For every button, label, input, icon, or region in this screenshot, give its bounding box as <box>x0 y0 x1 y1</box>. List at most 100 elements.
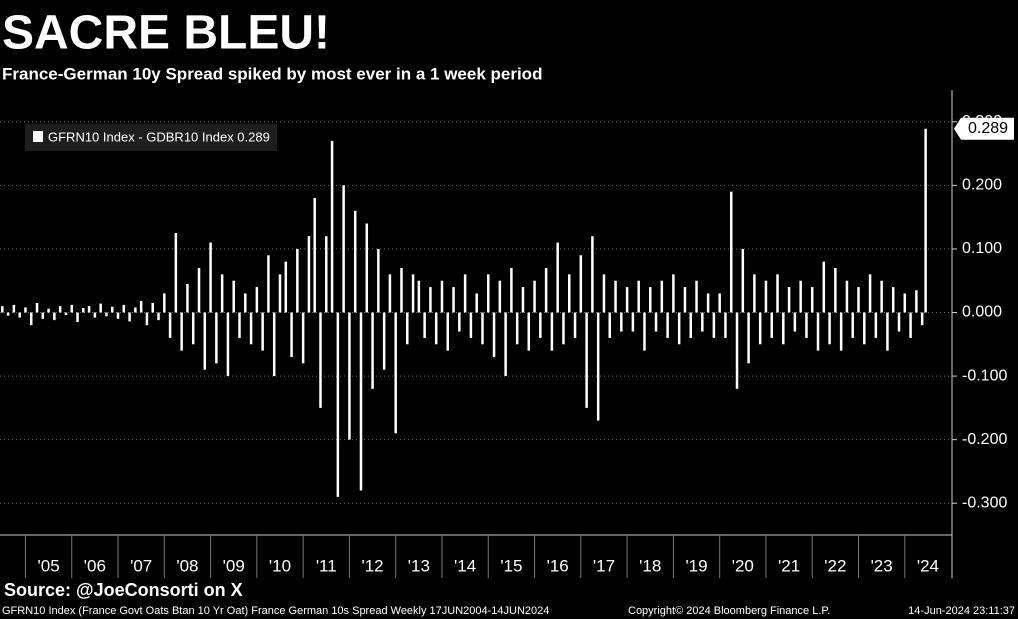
bar <box>157 312 160 321</box>
bar <box>134 307 137 313</box>
bar <box>301 312 305 364</box>
bar <box>180 312 183 351</box>
bar <box>203 312 207 370</box>
bar <box>620 312 623 332</box>
bar <box>220 274 224 313</box>
bar <box>857 287 860 313</box>
bar <box>770 312 773 338</box>
bar <box>319 312 322 408</box>
bar <box>666 312 669 338</box>
bar <box>278 274 282 313</box>
bar <box>261 312 264 351</box>
bar <box>799 280 802 313</box>
bar <box>382 312 386 370</box>
bar <box>197 268 201 313</box>
bar <box>145 312 149 326</box>
bar <box>625 287 629 313</box>
bar <box>41 312 45 319</box>
chart-title: SACRE BLEU! <box>2 7 330 60</box>
bar <box>741 248 745 313</box>
bar <box>163 293 166 313</box>
bar <box>562 312 565 345</box>
bar <box>660 280 664 313</box>
bar <box>215 312 218 364</box>
bar <box>515 312 519 345</box>
bar <box>550 312 554 351</box>
bar <box>35 302 39 313</box>
bar <box>475 293 478 313</box>
bar <box>272 312 276 377</box>
bar <box>764 280 768 313</box>
bar <box>539 312 542 338</box>
bar <box>579 255 583 313</box>
bar <box>654 312 658 332</box>
bar <box>544 268 548 313</box>
bar <box>527 312 531 351</box>
bar <box>487 274 490 313</box>
bar <box>729 191 733 313</box>
bar <box>400 268 403 313</box>
bar <box>683 287 687 313</box>
bar <box>782 312 785 345</box>
bar <box>469 312 473 338</box>
bar <box>116 312 120 319</box>
y-tick-label: -0.100 <box>962 367 1007 384</box>
bar <box>434 312 438 345</box>
bar <box>99 303 102 313</box>
bar <box>191 312 195 345</box>
x-tick-label: '15 <box>500 556 522 575</box>
x-tick-label: '12 <box>361 556 383 575</box>
x-tick-label: '21 <box>778 556 800 575</box>
x-tick-label: '20 <box>732 556 754 575</box>
y-tick-label: 0.200 <box>962 177 1002 194</box>
bar <box>139 301 143 313</box>
bar <box>521 287 525 313</box>
bar <box>839 312 843 351</box>
bar <box>648 287 652 313</box>
bar <box>446 312 450 351</box>
bar <box>64 312 68 316</box>
footnote: GFRN10 Index (France Govt Oats Btan 10 Y… <box>2 605 549 617</box>
bar <box>313 198 316 313</box>
bar <box>423 312 426 338</box>
source: Source: @JoeConsorti on X <box>4 580 243 600</box>
bar <box>93 312 97 318</box>
bar <box>238 312 241 338</box>
bar <box>174 233 178 313</box>
bar <box>724 312 727 338</box>
bar <box>706 293 710 313</box>
y-tick-label: 0.000 <box>962 304 1002 321</box>
bar <box>886 312 889 351</box>
bar <box>406 312 409 345</box>
bar <box>47 308 50 313</box>
bar <box>608 312 612 338</box>
bar <box>417 280 421 313</box>
bar <box>244 293 247 313</box>
bar <box>359 312 363 491</box>
bar <box>249 312 253 345</box>
y-tick-label: -0.300 <box>962 494 1007 511</box>
bar <box>458 312 461 332</box>
bar <box>53 312 56 321</box>
x-tick-label: '08 <box>176 556 198 575</box>
bar <box>701 312 704 332</box>
bar <box>602 274 606 313</box>
bar <box>348 312 351 440</box>
bar <box>874 312 878 338</box>
bar <box>903 293 907 313</box>
bar <box>371 312 374 389</box>
bar <box>776 274 779 313</box>
bar <box>747 312 750 364</box>
bar <box>105 312 108 317</box>
bar <box>232 280 235 313</box>
bar <box>591 236 594 313</box>
bar <box>689 312 692 338</box>
bar <box>440 280 444 313</box>
bar <box>810 287 814 313</box>
bar <box>12 304 16 313</box>
bar <box>452 287 455 313</box>
bar <box>342 185 345 313</box>
bar <box>828 312 831 345</box>
chart-subtitle: France-German 10y Spread spiked by most … <box>2 64 542 83</box>
